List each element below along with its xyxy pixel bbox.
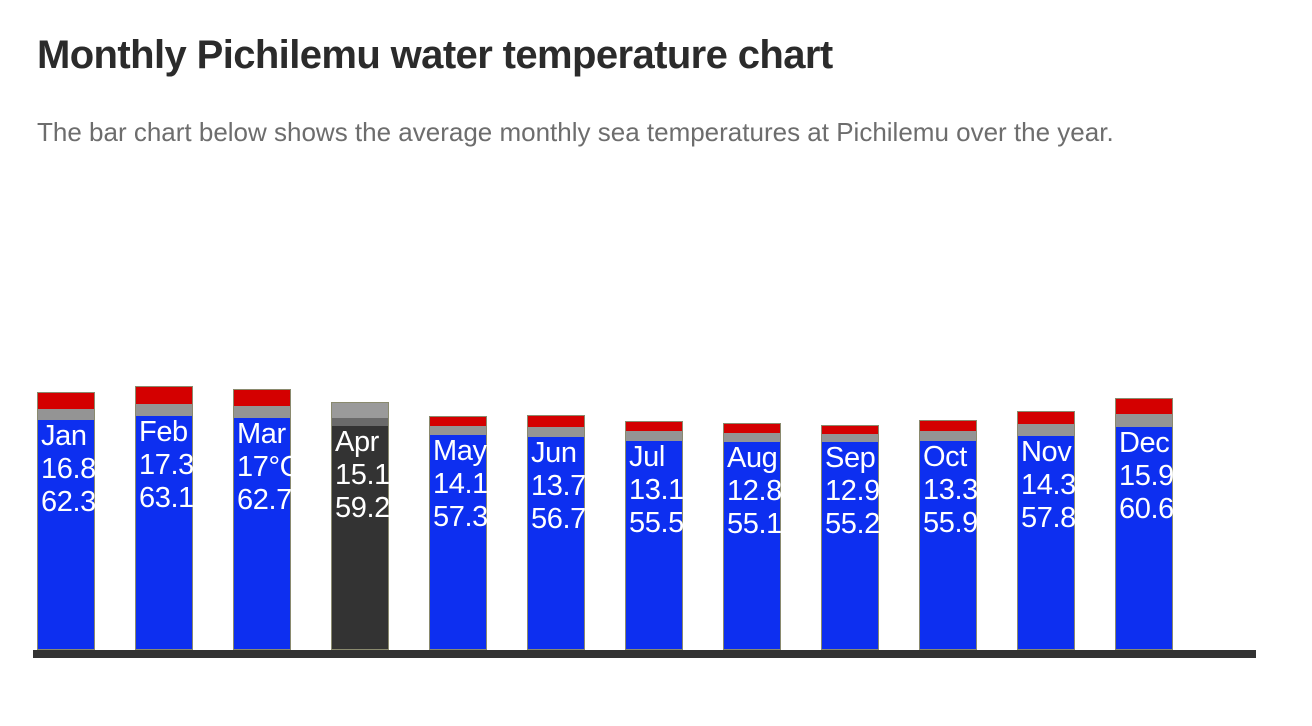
- bar-band-segment: [332, 418, 388, 426]
- bar-cap-segment: [38, 393, 94, 409]
- chart-bar-may[interactable]: [429, 416, 487, 650]
- bar-band-segment: [626, 431, 682, 441]
- bar-body: [528, 435, 584, 649]
- bar-cap-segment: [136, 387, 192, 404]
- chart-bar-feb[interactable]: [135, 386, 193, 650]
- chart-bar-aug[interactable]: [723, 423, 781, 650]
- bar-band-segment: [38, 409, 94, 420]
- bar-body: [234, 416, 290, 649]
- chart-bar-nov[interactable]: [1017, 411, 1075, 650]
- bar-body: [822, 440, 878, 649]
- bar-band-segment: [920, 431, 976, 441]
- bar-band-segment: [1116, 414, 1172, 427]
- chart-header: Monthly Pichilemu water temperature char…: [37, 30, 1252, 157]
- bar-band-segment: [724, 433, 780, 442]
- bar-cap-segment: [234, 390, 290, 406]
- bar-body: [1018, 434, 1074, 649]
- bar-body: [626, 439, 682, 649]
- bar-cap-segment: [724, 424, 780, 433]
- bar-body: [920, 439, 976, 649]
- bar-band-segment: [1018, 424, 1074, 436]
- chart-bar-mar[interactable]: [233, 389, 291, 650]
- bar-body: [38, 418, 94, 649]
- chart-bar-sep[interactable]: [821, 425, 879, 650]
- bar-band-segment: [528, 427, 584, 437]
- bar-body: [136, 414, 192, 649]
- bar-body: [332, 424, 388, 649]
- chart-bar-oct[interactable]: [919, 420, 977, 650]
- bar-cap-segment: [430, 417, 486, 426]
- chart-bar-jan[interactable]: [37, 392, 95, 650]
- bar-band-segment: [822, 434, 878, 442]
- bar-band-segment: [430, 426, 486, 435]
- chart-bar-jun[interactable]: [527, 415, 585, 650]
- bar-body: [1116, 425, 1172, 649]
- chart-baseline-axis: [33, 650, 1256, 658]
- page-title: Monthly Pichilemu water temperature char…: [37, 33, 833, 77]
- chart-bar-dec[interactable]: [1115, 398, 1173, 650]
- bar-cap-segment: [1116, 399, 1172, 414]
- bar-cap-segment: [1018, 412, 1074, 424]
- bar-band-segment: [136, 404, 192, 416]
- chart-bar-jul[interactable]: [625, 421, 683, 650]
- bar-band-segment: [234, 406, 290, 418]
- bar-cap-segment: [332, 403, 388, 418]
- chart-bar-apr[interactable]: [331, 402, 389, 650]
- page-subtitle: The bar chart below shows the average mo…: [37, 117, 1114, 147]
- bar-cap-segment: [626, 422, 682, 431]
- bar-cap-segment: [822, 426, 878, 434]
- bar-body: [724, 440, 780, 649]
- bar-body: [430, 433, 486, 649]
- bar-cap-segment: [528, 416, 584, 427]
- bar-cap-segment: [920, 421, 976, 431]
